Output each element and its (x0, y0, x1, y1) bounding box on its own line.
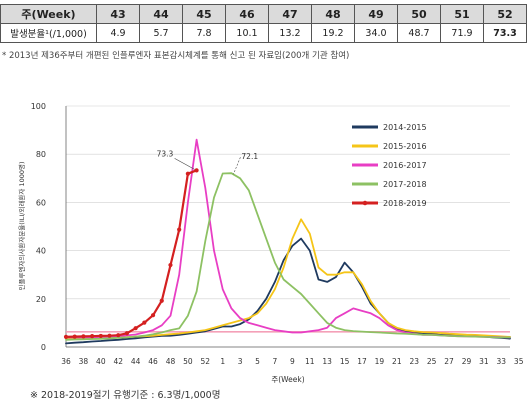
data-point (98, 333, 103, 339)
value-annotation: 73.3 (157, 149, 174, 158)
data-point (159, 298, 164, 303)
data-point (168, 262, 173, 268)
x-tick-label: 3 (238, 357, 243, 366)
x-tick-label: 17 (357, 357, 367, 366)
y-tick-label: 100 (31, 102, 46, 111)
x-tick-label: 1 (220, 357, 225, 366)
week-header-cell: 48 (311, 4, 355, 24)
data-point (194, 168, 199, 173)
y-tick-label: 20 (36, 295, 46, 304)
week-header-cell: 52 (483, 4, 527, 24)
week-header-cell: 46 (225, 4, 269, 24)
data-point (81, 334, 86, 339)
x-tick-label: 50 (183, 357, 193, 366)
data-point (142, 320, 147, 325)
rate-cell: 19.2 (311, 23, 355, 43)
week-header-cell: 50 (397, 4, 441, 24)
value-annotation: 72.1 (241, 152, 258, 161)
data-point (90, 334, 95, 339)
x-tick-label: 52 (201, 357, 211, 366)
x-tick-label: 31 (479, 357, 489, 366)
y-tick-label: 0 (41, 343, 46, 352)
x-tick-label: 21 (392, 357, 402, 366)
y-tick-label: 40 (36, 247, 46, 256)
x-tick-label: 13 (322, 357, 332, 366)
data-point (185, 171, 190, 176)
data-point (150, 313, 156, 318)
x-tick-label: 27 (444, 357, 454, 366)
x-tick-label: 36 (61, 357, 71, 366)
x-tick-label: 7 (273, 357, 278, 366)
legend-label: 2015-2016 (383, 142, 427, 151)
data-point (72, 334, 77, 339)
x-tick-label: 11 (305, 357, 315, 366)
legend-label: 2014-2015 (383, 123, 427, 132)
data-point (177, 227, 182, 232)
data-point (124, 331, 130, 336)
x-tick-label: 25 (427, 357, 437, 366)
legend-marker (362, 200, 368, 206)
x-tick-label: 38 (79, 357, 89, 366)
series-line (65, 218, 511, 340)
x-tick-label: 19 (375, 357, 385, 366)
epidemic-threshold-note: ※ 2018-2019절기 유행기준 : 6.3명/1,000명 (30, 390, 221, 401)
week-header-cell: 43 (96, 4, 140, 24)
x-tick-label: 46 (148, 357, 158, 366)
x-tick-label: 23 (409, 357, 419, 366)
rate-cell: 73.3 (483, 23, 527, 43)
table-footnote: * 2013년 제36주부터 개편된 인플루엔자 표본감시체계를 통해 신고 된… (2, 51, 350, 61)
x-tick-label: 29 (462, 357, 472, 366)
data-point (63, 334, 69, 339)
data-point (133, 326, 138, 331)
x-tick-label: 9 (290, 357, 295, 366)
annotation-leader (174, 158, 195, 170)
x-axis-label: 주(Week) (271, 375, 304, 384)
x-tick-label: 40 (96, 357, 106, 366)
data-point (107, 333, 112, 338)
x-tick-label: 44 (131, 357, 141, 366)
x-tick-label: 35 (514, 357, 524, 366)
table-header-row: 주(Week) 43 44 45 46 47 48 49 50 51 52 (0, 4, 527, 24)
legend-label: 2017-2018 (383, 180, 427, 189)
legend-label: 2018-2019 (383, 199, 427, 208)
y-tick-label: 80 (36, 150, 46, 159)
table-header-label: 주(Week) (0, 4, 97, 24)
x-tick-label: 5 (255, 357, 260, 366)
series-line (65, 138, 511, 339)
x-tick-label: 48 (166, 357, 176, 366)
weekly-rate-table: 주(Week) 43 44 45 46 47 48 49 50 51 52 발생… (0, 4, 527, 43)
x-tick-label: 42 (113, 357, 123, 366)
table-row: 발생분율¹(/1,000) 4.9 5.7 7.8 10.1 13.2 19.2… (0, 23, 527, 43)
series-line (65, 172, 511, 341)
y-axis-label: 인플루엔자의사환자분율(ILI/외래환자 1000명) (17, 161, 26, 290)
data-point (116, 333, 121, 338)
legend-label: 2016-2017 (383, 161, 427, 170)
series-line (64, 169, 198, 338)
week-header-cell: 44 (139, 4, 183, 24)
rate-cell: 7.8 (182, 23, 226, 43)
y-tick-label: 60 (36, 198, 46, 207)
x-tick-label: 33 (497, 357, 507, 366)
week-header-cell: 47 (268, 4, 312, 24)
annotation-leader (233, 157, 241, 175)
x-tick-label: 15 (340, 357, 350, 366)
